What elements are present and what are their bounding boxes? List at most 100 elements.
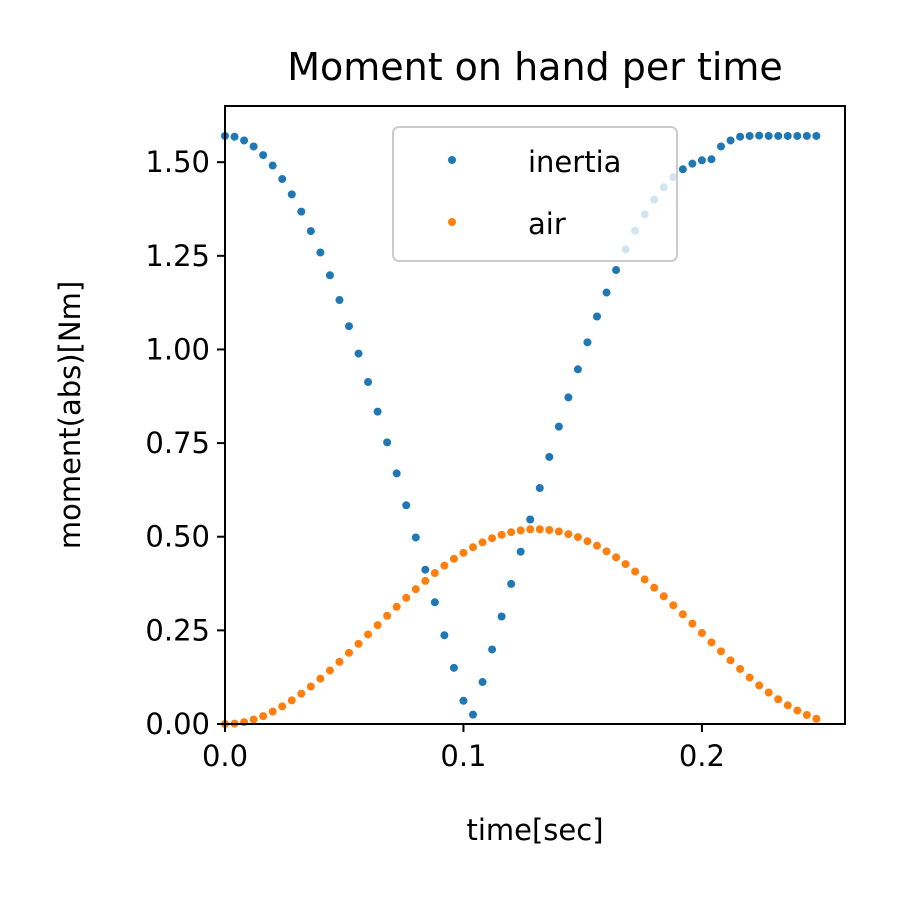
point-inertia-52: [717, 142, 725, 151]
point-air-55: [745, 673, 754, 682]
point-air-13: [345, 648, 353, 657]
point-inertia-8: [297, 207, 306, 216]
point-inertia-59: [783, 131, 792, 140]
point-air-6: [278, 702, 287, 711]
point-air-3: [249, 715, 258, 724]
point-air-30: [507, 528, 516, 537]
point-air-22: [430, 569, 439, 578]
point-inertia-32: [526, 515, 535, 524]
point-inertia-6: [278, 175, 287, 184]
point-inertia-10: [316, 248, 325, 257]
point-air-14: [354, 639, 363, 648]
x-axis-label: time[sec]: [466, 813, 603, 847]
y-tick-label: 0.75: [145, 426, 210, 460]
point-inertia-24: [449, 663, 458, 672]
point-inertia-1: [230, 132, 239, 141]
point-inertia-34: [545, 452, 554, 461]
point-inertia-14: [354, 349, 363, 358]
point-air-56: [755, 681, 764, 690]
point-air-57: [764, 688, 773, 697]
point-air-49: [688, 619, 697, 628]
point-air-45: [650, 583, 659, 592]
point-air-62: [812, 714, 821, 723]
point-air-26: [469, 543, 477, 552]
point-inertia-54: [736, 132, 745, 141]
point-inertia-33: [535, 484, 544, 493]
point-inertia-21: [421, 565, 430, 574]
point-air-20: [411, 585, 420, 594]
point-air-44: [640, 575, 649, 584]
point-inertia-5: [268, 161, 277, 170]
point-air-38: [583, 537, 592, 546]
point-air-40: [602, 547, 611, 556]
point-air-7: [287, 696, 296, 705]
point-inertia-26: [469, 710, 477, 719]
y-tick-label: 1.50: [145, 145, 210, 179]
point-air-10: [316, 674, 325, 683]
x-tick-label: 0.1: [440, 739, 486, 773]
point-inertia-25: [459, 696, 468, 705]
legend: inertia air: [392, 126, 678, 262]
point-air-17: [383, 611, 392, 620]
point-air-59: [783, 701, 792, 710]
point-inertia-18: [392, 469, 401, 478]
legend-box: [392, 126, 678, 262]
chart-title: Moment on hand per time: [287, 45, 783, 89]
point-air-23: [440, 561, 449, 570]
point-inertia-23: [440, 631, 449, 640]
point-air-12: [335, 657, 344, 666]
point-air-39: [593, 541, 601, 550]
point-inertia-60: [793, 131, 802, 140]
point-inertia-17: [383, 438, 392, 447]
point-inertia-56: [755, 131, 764, 140]
point-air-50: [697, 628, 706, 637]
point-inertia-11: [325, 271, 334, 280]
point-inertia-29: [497, 612, 506, 621]
axes-frame: [224, 105, 846, 725]
point-inertia-28: [488, 645, 497, 654]
legend-marker-air: [448, 218, 456, 226]
point-inertia-49: [688, 159, 697, 168]
point-air-43: [631, 567, 640, 576]
point-air-19: [402, 593, 411, 602]
point-air-18: [392, 602, 401, 611]
point-air-58: [774, 695, 783, 704]
point-inertia-22: [430, 598, 439, 607]
point-air-25: [459, 548, 468, 557]
point-air-35: [554, 527, 563, 536]
point-air-34: [545, 525, 554, 534]
point-air-16: [373, 621, 382, 630]
point-air-47: [669, 601, 678, 610]
point-inertia-57: [764, 131, 773, 140]
point-air-32: [526, 525, 535, 534]
point-inertia-20: [411, 533, 420, 542]
y-axis-label: moment(abs)[Nm]: [53, 281, 87, 549]
point-inertia-51: [707, 155, 716, 164]
point-air-28: [488, 534, 497, 543]
point-air-15: [364, 630, 373, 639]
y-tick-label: 0.25: [145, 613, 210, 647]
point-inertia-15: [364, 378, 373, 387]
point-air-48: [678, 610, 687, 619]
point-inertia-35: [554, 422, 563, 431]
y-tick-label: 0.00: [145, 707, 210, 741]
point-air-29: [497, 530, 506, 539]
point-inertia-36: [564, 393, 573, 402]
point-inertia-53: [726, 136, 735, 145]
point-air-24: [449, 554, 458, 563]
point-inertia-62: [812, 131, 821, 140]
point-inertia-61: [802, 131, 811, 140]
x-tick-label: 0.2: [679, 739, 725, 773]
point-air-9: [306, 682, 315, 691]
point-inertia-37: [573, 365, 582, 374]
point-air-54: [736, 664, 745, 673]
y-tick-label: 0.50: [145, 520, 210, 554]
point-inertia-4: [259, 151, 268, 160]
point-air-60: [793, 706, 802, 715]
point-air-41: [612, 553, 621, 562]
point-air-4: [259, 712, 268, 721]
point-inertia-19: [402, 501, 411, 510]
point-air-33: [535, 525, 544, 534]
legend-marker-inertia: [448, 156, 456, 164]
y-tick-label: 1.25: [145, 239, 210, 273]
